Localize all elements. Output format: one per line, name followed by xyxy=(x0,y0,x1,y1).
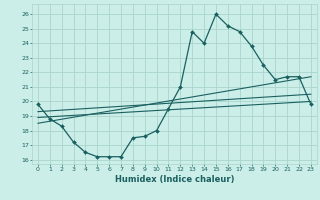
X-axis label: Humidex (Indice chaleur): Humidex (Indice chaleur) xyxy=(115,175,234,184)
